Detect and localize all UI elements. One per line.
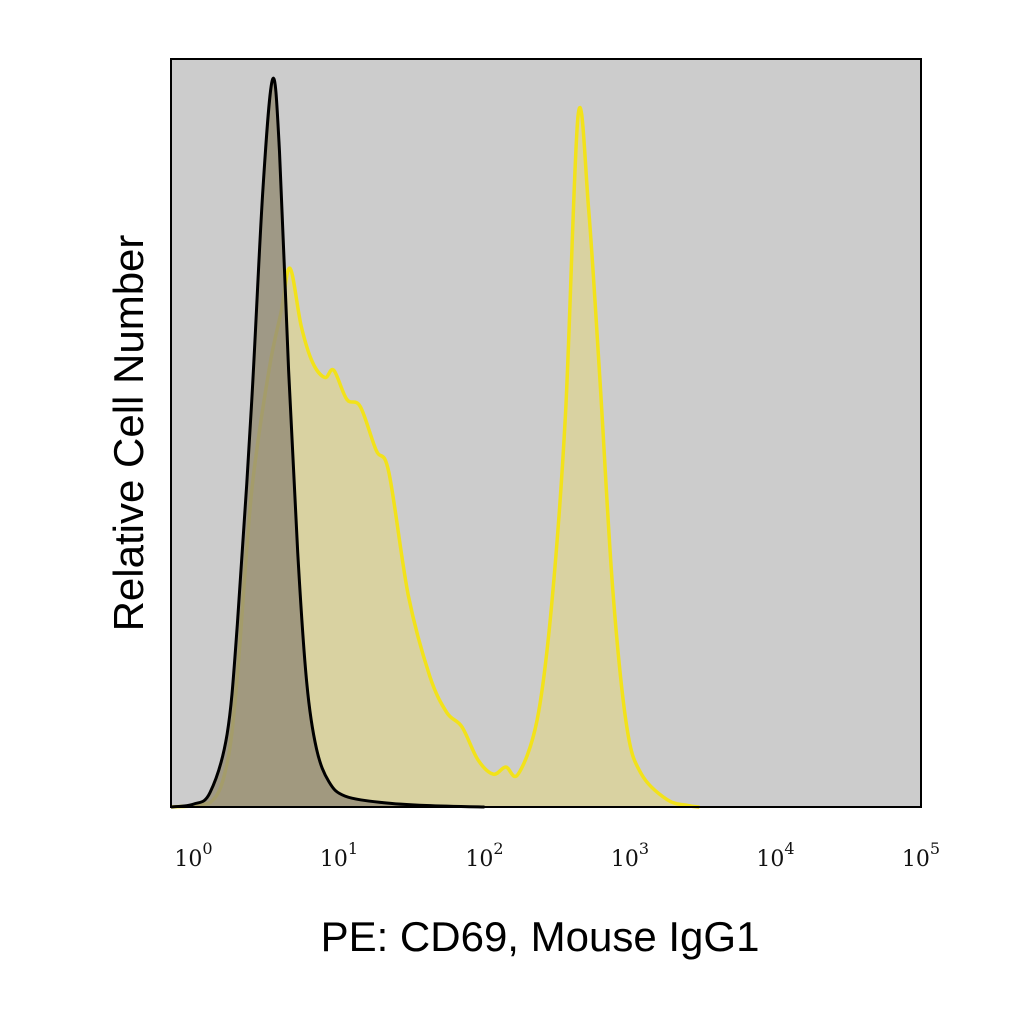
series-1-area (171, 78, 485, 808)
x-tick-label-0: 100 (174, 839, 212, 872)
x-tick-label-5: 105 (902, 839, 940, 872)
plot-frame (170, 58, 922, 808)
x-tick-label-3: 103 (611, 839, 649, 872)
x-axis-title: PE: CD69, Mouse IgG1 (321, 913, 760, 960)
series-1-line (170, 76, 485, 809)
x-tick-label-4: 104 (756, 839, 794, 872)
x-tick-labels: 100 101 102 103 104 105 (174, 839, 940, 872)
x-tick-label-1: 101 (320, 839, 358, 872)
x-tick-label-2: 102 (465, 839, 503, 872)
y-axis-title: Relative Cell Number (105, 235, 152, 632)
series-layer (170, 76, 700, 809)
